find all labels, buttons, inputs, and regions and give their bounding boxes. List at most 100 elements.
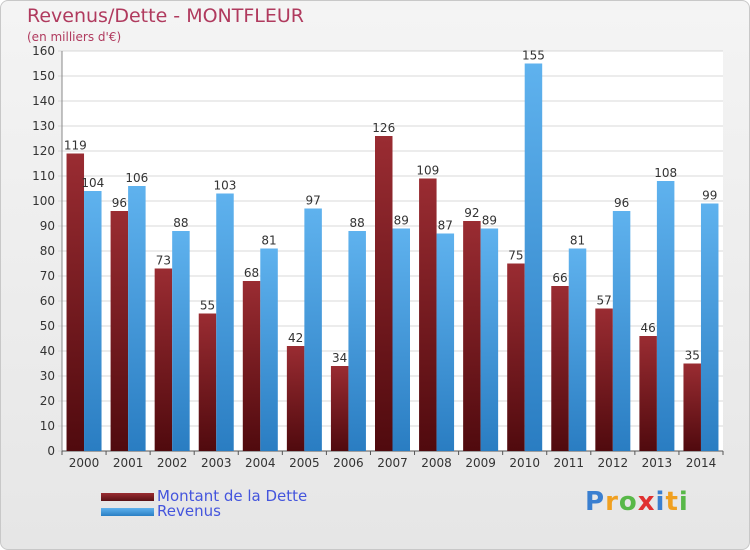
bar-dette-2012 — [595, 308, 613, 451]
bar-dette-2001 — [110, 211, 129, 451]
data-label-revenus-2006: 88 — [350, 216, 365, 230]
bar-chart: 0 10 20 30 40 50 60 70 80 90 100 110 120 130 140 150 160… — [32, 44, 724, 470]
y-tick-label-20: 20 — [40, 394, 55, 408]
bar-dette-2010 — [507, 263, 525, 451]
data-label-dette-2013: 46 — [641, 321, 656, 335]
bar-dette-2004 — [242, 281, 261, 451]
bar-revenus-2008 — [436, 233, 455, 451]
bar-dette-2000 — [66, 153, 85, 451]
x-tick-label-2005: 2005 — [289, 456, 320, 470]
bar-revenus-2004 — [260, 248, 278, 451]
bar-dette-2009 — [463, 221, 481, 451]
bar-revenus-2000 — [84, 191, 102, 451]
x-tick-label-2001: 2001 — [113, 456, 144, 470]
data-label-dette-2000: 119 — [64, 139, 87, 153]
bar-revenus-2001 — [128, 186, 146, 451]
chart-title: Revenus/Dette - MONTFLEUR — [27, 5, 304, 27]
y-tick-label-110: 110 — [32, 169, 55, 183]
bar-dette-2007 — [375, 136, 393, 451]
data-label-dette-2006: 34 — [332, 351, 347, 365]
logo-letter: t — [665, 487, 679, 517]
y-tick-label-40: 40 — [40, 344, 55, 358]
data-label-dette-2004: 68 — [244, 266, 259, 280]
bar-dette-2013 — [639, 336, 657, 451]
data-label-revenus-2002: 88 — [173, 216, 188, 230]
data-label-revenus-2004: 81 — [261, 234, 276, 248]
data-label-dette-2011: 66 — [552, 271, 567, 285]
data-label-revenus-2009: 89 — [482, 214, 497, 228]
bar-revenus-2014 — [700, 203, 719, 451]
data-label-revenus-2003: 103 — [214, 179, 237, 193]
bar-dette-2006 — [330, 366, 349, 451]
bar-revenus-2013 — [656, 181, 675, 451]
bar-revenus-2007 — [392, 228, 410, 451]
chart-subtitle: (en milliers d'€) — [27, 30, 122, 44]
y-tick-label-120: 120 — [32, 144, 55, 158]
bar-dette-2002 — [154, 268, 173, 451]
legend-label-dette: Montant de la Dette — [157, 487, 308, 505]
y-tick-label-140: 140 — [32, 94, 55, 108]
data-label-revenus-2011: 81 — [570, 234, 585, 248]
legend-swatch-revenus — [101, 508, 154, 516]
x-tick-label-2014: 2014 — [686, 456, 717, 470]
bar-dette-2003 — [198, 313, 217, 451]
y-tick-label-60: 60 — [40, 294, 55, 308]
data-label-revenus-2008: 87 — [438, 219, 453, 233]
x-tick-label-2007: 2007 — [377, 456, 408, 470]
logo-letter: x — [637, 487, 656, 517]
data-label-dette-2009: 92 — [464, 206, 479, 220]
x-tick-label-2006: 2006 — [333, 456, 364, 470]
data-label-dette-2002: 73 — [156, 254, 171, 268]
logo-letter: r — [605, 487, 619, 517]
bar-revenus-2009 — [480, 228, 499, 451]
x-tick-label-2004: 2004 — [245, 456, 276, 470]
y-tick-label-100: 100 — [32, 194, 55, 208]
y-tick-label-130: 130 — [32, 119, 55, 133]
data-label-revenus-2014: 99 — [702, 189, 717, 203]
bar-revenus-2003 — [216, 193, 234, 451]
y-tick-label-50: 50 — [40, 319, 55, 333]
data-label-revenus-2001: 106 — [125, 171, 148, 185]
bar-dette-2005 — [286, 346, 305, 451]
x-tick-label-2008: 2008 — [421, 456, 452, 470]
x-tick-label-2000: 2000 — [69, 456, 100, 470]
y-tick-label-90: 90 — [40, 219, 55, 233]
y-tick-label-160: 160 — [32, 44, 55, 58]
data-label-dette-2008: 109 — [416, 164, 439, 178]
bar-revenus-2005 — [304, 208, 322, 451]
bar-revenus-2012 — [612, 211, 631, 451]
data-label-dette-2001: 96 — [112, 196, 127, 210]
data-label-revenus-2010: 155 — [522, 49, 545, 63]
data-label-dette-2014: 35 — [685, 349, 700, 363]
bar-revenus-2002 — [172, 231, 190, 451]
x-tick-label-2011: 2011 — [553, 456, 584, 470]
bar-revenus-2006 — [348, 231, 366, 451]
y-tick-label-150: 150 — [32, 69, 55, 83]
y-tick-label-0: 0 — [47, 444, 55, 458]
bar-revenus-2010 — [524, 63, 543, 451]
logo-letter: P — [585, 487, 606, 517]
x-tick-label-2013: 2013 — [642, 456, 673, 470]
y-tick-label-30: 30 — [40, 369, 55, 383]
logo-letter: i — [678, 487, 689, 517]
legend-swatch-dette — [101, 493, 154, 501]
y-tick-label-80: 80 — [40, 244, 55, 258]
x-tick-label-2009: 2009 — [465, 456, 496, 470]
data-label-dette-2005: 42 — [288, 331, 303, 345]
logo-letter: o — [618, 487, 638, 517]
bar-revenus-2011 — [568, 248, 587, 451]
bar-dette-2008 — [419, 178, 437, 451]
x-tick-label-2003: 2003 — [201, 456, 232, 470]
x-tick-label-2012: 2012 — [598, 456, 629, 470]
logo-letter: i — [655, 487, 666, 517]
x-tick-label-2002: 2002 — [157, 456, 188, 470]
data-label-revenus-2005: 97 — [305, 194, 320, 208]
x-tick-label-2010: 2010 — [509, 456, 540, 470]
legend-label-revenus: Revenus — [157, 502, 221, 520]
data-label-revenus-2013: 108 — [654, 166, 677, 180]
bar-dette-2014 — [683, 363, 701, 451]
y-tick-label-70: 70 — [40, 269, 55, 283]
bar-dette-2011 — [551, 286, 569, 451]
data-label-dette-2010: 75 — [508, 249, 523, 263]
